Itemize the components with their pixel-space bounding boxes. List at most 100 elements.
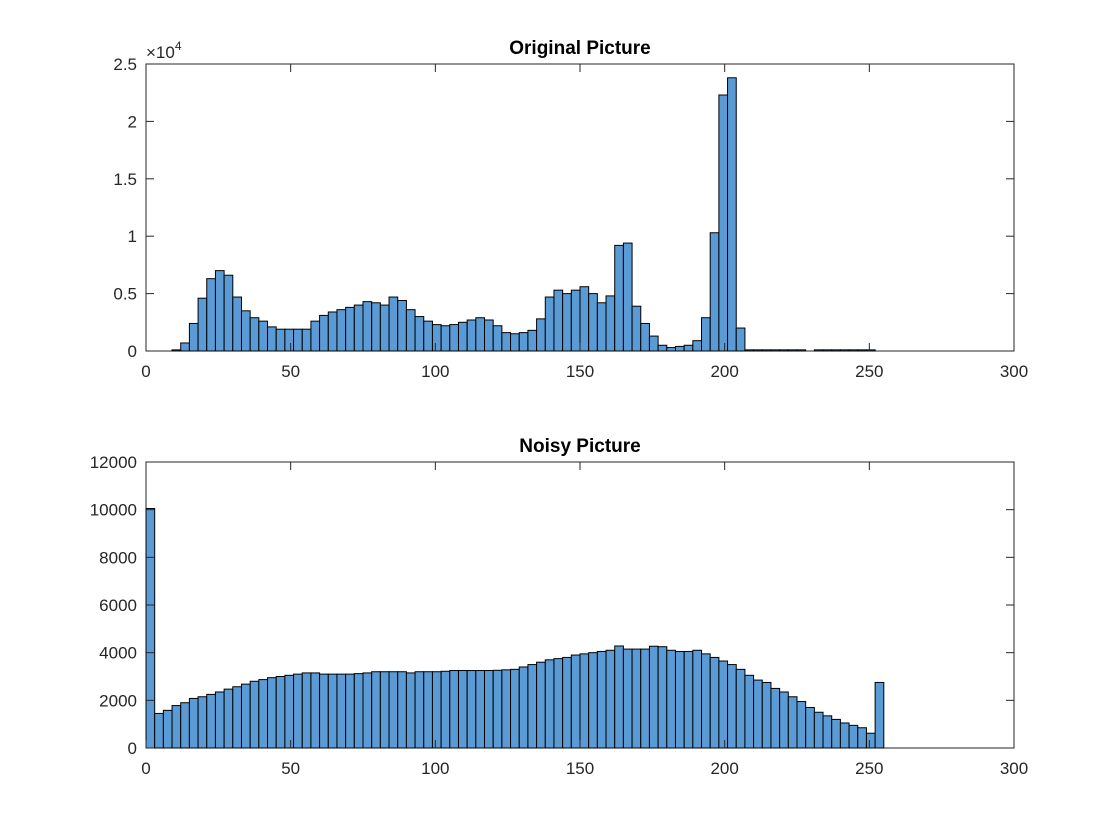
original-picture-bar	[206, 278, 216, 352]
noisy-picture-bar	[813, 711, 824, 749]
original-picture-title: Original Picture	[509, 38, 650, 59]
noisy-picture-ticks: 0 50 100 150 200 250 300 0 2000 4000 6000 8000 10000…	[90, 453, 1028, 778]
original-picture-bar	[310, 320, 321, 352]
original-picture-bar	[405, 309, 416, 352]
original-picture-bar	[501, 332, 512, 352]
original-picture-bar	[657, 344, 668, 352]
original-picture-bar	[518, 332, 529, 352]
noisy-picture-x-tick-label: 200	[710, 759, 738, 778]
original-picture-bar	[353, 304, 364, 352]
original-picture-bar	[484, 319, 494, 352]
noisy-picture-bar	[162, 709, 173, 749]
original-picture-y-tick-label: 0	[128, 342, 137, 361]
original-picture-bar	[570, 289, 581, 352]
noisy-picture-bar	[770, 687, 781, 749]
original-picture-bar	[301, 328, 312, 352]
noisy-picture-bar	[301, 672, 312, 749]
original-picture-bar	[267, 326, 277, 352]
original-picture-x-tick-label: 100	[421, 362, 449, 381]
noisy-picture-bar	[588, 652, 598, 749]
noisy-picture-bar	[214, 691, 225, 749]
noisy-picture-x-tick-label: 0	[141, 759, 150, 778]
noisy-picture-bar	[145, 507, 156, 749]
noisy-picture-bar	[857, 727, 867, 749]
original-picture-bar	[674, 345, 685, 352]
noisy-picture-bar	[805, 706, 815, 749]
original-picture-x-tick-label: 150	[566, 362, 594, 381]
noisy-picture-bar	[397, 671, 407, 749]
noisy-picture-bar	[180, 702, 190, 749]
noisy-picture-bar	[839, 722, 850, 749]
noisy-picture-bar	[709, 656, 720, 749]
noisy-picture-bar	[570, 654, 581, 749]
noisy-picture-bar	[379, 671, 390, 749]
original-picture-bar	[536, 318, 546, 352]
original-picture-bar	[440, 325, 451, 352]
noisy-picture-y-tick-label: 2000	[99, 691, 137, 710]
noisy-picture-bar	[327, 673, 338, 749]
noisy-picture-bar	[388, 671, 399, 749]
original-picture-y-tick-label: 1.5	[113, 170, 137, 189]
original-picture-bar	[388, 296, 399, 352]
noisy-picture-bar	[206, 693, 216, 749]
original-picture-bar	[275, 328, 286, 352]
original-picture-y-tick-label: 2.5	[113, 55, 137, 74]
original-picture-x-tick-label: 0	[141, 362, 150, 381]
original-picture-bar	[744, 349, 755, 352]
noisy-picture-bar	[848, 724, 859, 749]
original-picture-bar	[379, 304, 390, 352]
noisy-picture-bar	[510, 668, 520, 749]
noisy-picture-bar	[466, 670, 477, 749]
original-picture-bar	[371, 302, 381, 352]
noisy-picture-bar	[431, 671, 442, 749]
original-picture-bar	[605, 295, 616, 352]
original-picture-bar	[345, 306, 355, 352]
original-picture-x-tick-label: 250	[855, 362, 883, 381]
original-picture-y-tick-label: 0.5	[113, 285, 137, 304]
noisy-picture-bar	[692, 649, 703, 749]
noisy-picture-bar	[579, 653, 590, 749]
noisy-picture-y-tick-label: 12000	[90, 453, 137, 472]
noisy-picture-y-tick-label: 10000	[90, 501, 137, 520]
original-picture-bar	[336, 309, 347, 352]
original-picture-bar	[397, 299, 407, 352]
noisy-picture-x-tick-label: 100	[421, 759, 449, 778]
noisy-picture-bar	[345, 673, 355, 749]
original-picture-bar	[779, 349, 789, 352]
original-picture-bar	[614, 244, 624, 352]
original-picture-bar	[249, 317, 260, 352]
noisy-picture-bar	[197, 696, 208, 749]
noisy-picture-bars	[145, 507, 885, 749]
original-picture-bar	[319, 314, 329, 352]
y-exponent-base: ×10	[146, 43, 175, 62]
noisy-picture-bar	[275, 676, 286, 749]
noisy-picture-x-tick-label: 50	[281, 759, 300, 778]
original-picture-bar	[475, 317, 486, 352]
original-picture-bar	[240, 310, 251, 352]
original-picture-bar	[562, 293, 572, 352]
original-picture-bar	[727, 77, 737, 352]
noisy-picture-bar	[293, 673, 303, 749]
noisy-picture-bar	[484, 670, 494, 749]
noisy-picture-bar	[457, 670, 468, 749]
original-picture-bar	[622, 242, 633, 352]
original-picture-ticks: 0 50 100 150 200 250 300 0 0.5 1 1.5 2 2.5	[113, 55, 1028, 381]
noisy-picture-bar	[727, 664, 737, 749]
noisy-picture-bar	[701, 653, 711, 749]
original-picture-bar	[735, 327, 746, 352]
noisy-picture-bar	[640, 648, 650, 749]
original-picture-x-tick-label: 200	[710, 362, 738, 381]
original-picture-bar	[813, 349, 824, 352]
original-picture-bar	[197, 297, 208, 352]
noisy-picture-bar	[258, 679, 269, 749]
noisy-picture-bar	[527, 664, 538, 749]
noisy-picture-bar	[831, 718, 841, 749]
noisy-picture-bar	[371, 671, 381, 749]
noisy-picture-bar	[492, 669, 503, 749]
original-picture-bar	[848, 349, 859, 352]
noisy-picture-bar	[284, 674, 295, 749]
original-picture-bar	[214, 270, 225, 352]
original-picture-bar	[223, 274, 234, 352]
noisy-picture-bar	[362, 672, 373, 749]
